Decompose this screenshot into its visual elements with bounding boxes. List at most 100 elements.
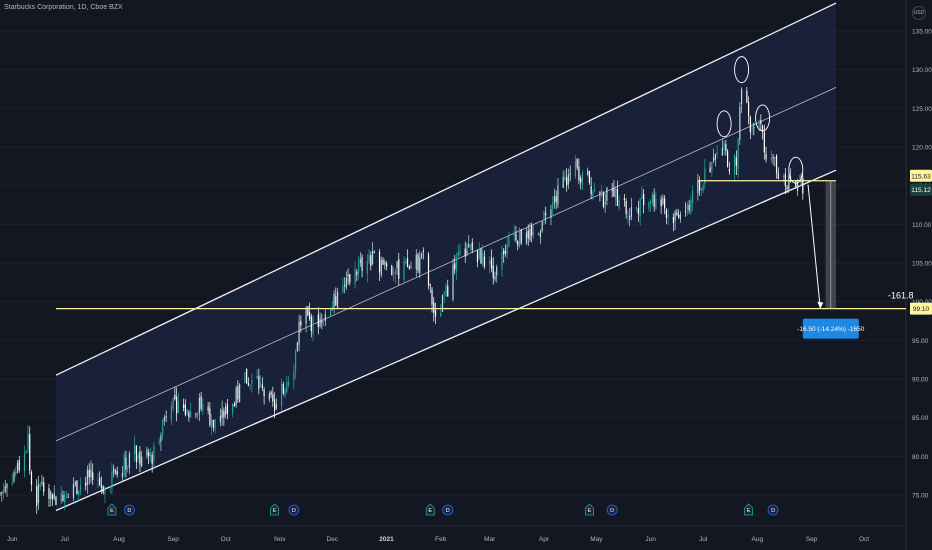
candle — [190, 411, 192, 417]
candle — [725, 144, 727, 151]
x-tick-label: Mar — [484, 536, 496, 543]
price-label-box — [910, 302, 932, 315]
candle — [99, 477, 101, 486]
candle — [641, 194, 643, 199]
candle — [85, 482, 87, 486]
candle — [796, 182, 799, 192]
currency-badge[interactable]: USD — [912, 6, 926, 20]
candle — [699, 181, 701, 191]
candle — [361, 256, 363, 271]
candle — [406, 258, 409, 268]
channel-upper-line — [55, 2, 837, 376]
candle — [15, 471, 17, 475]
candle — [92, 472, 94, 480]
event-label[interactable]: D — [771, 508, 775, 514]
candle — [48, 488, 50, 499]
candle — [774, 157, 776, 159]
highlight-circle — [734, 56, 750, 84]
event-label[interactable]: D — [446, 508, 450, 514]
candle — [520, 229, 522, 244]
earnings-icon — [744, 503, 753, 516]
candle — [378, 251, 381, 273]
candle — [606, 187, 608, 201]
candle — [53, 493, 55, 499]
candle — [639, 198, 641, 217]
candle — [692, 190, 694, 203]
candle — [342, 285, 344, 293]
candle — [65, 496, 68, 498]
y-tick-label: 135.00 — [912, 28, 932, 35]
measure-label[interactable]: -16.50 (-14.24%) -1650 — [797, 326, 865, 333]
candle — [163, 417, 166, 421]
candle — [590, 186, 592, 195]
candle — [111, 471, 113, 489]
candle — [623, 198, 626, 201]
candle — [294, 350, 297, 371]
candle — [714, 154, 716, 160]
candle — [197, 412, 199, 417]
candle — [410, 266, 412, 268]
candle — [260, 383, 262, 386]
dividend-icon — [288, 504, 300, 516]
event-label[interactable]: E — [273, 508, 277, 514]
candle — [6, 483, 8, 489]
candle — [27, 433, 29, 451]
price-label-yellow[interactable]: 115.63 — [911, 173, 931, 180]
candle — [127, 467, 129, 470]
candle — [789, 176, 792, 179]
candle — [357, 262, 360, 274]
candle — [490, 258, 493, 269]
candle — [2, 490, 5, 494]
candle — [74, 483, 76, 484]
candle — [134, 444, 136, 454]
candle — [235, 387, 237, 406]
candle — [272, 394, 274, 402]
candle — [347, 274, 349, 276]
candle — [539, 231, 542, 238]
event-label[interactable]: E — [428, 508, 432, 514]
candle — [454, 263, 456, 270]
event-label[interactable]: E — [588, 508, 592, 514]
event-label[interactable]: E — [747, 508, 751, 514]
candle — [382, 259, 384, 265]
candle — [343, 284, 346, 287]
candle — [650, 201, 652, 204]
candle — [541, 221, 543, 232]
candle — [587, 170, 589, 175]
candle — [62, 495, 64, 502]
candle — [527, 230, 529, 239]
candle — [170, 405, 173, 422]
candle — [733, 154, 736, 175]
price-label-teal[interactable]: 115.12 — [911, 187, 931, 194]
event-label[interactable]: D — [610, 508, 614, 514]
candle — [690, 200, 692, 213]
candle — [394, 271, 396, 275]
candle — [214, 419, 216, 429]
candle — [553, 196, 556, 204]
candle — [552, 202, 554, 210]
x-tick-label: Feb — [435, 536, 447, 543]
earnings-icon — [270, 503, 279, 516]
event-label[interactable]: D — [127, 508, 131, 514]
event-label[interactable]: D — [292, 508, 296, 514]
candle — [667, 214, 669, 218]
candle — [697, 180, 699, 194]
candle — [433, 302, 435, 313]
candle — [371, 250, 374, 265]
x-tick-label: 2021 — [379, 536, 394, 543]
candle — [88, 469, 90, 478]
candle — [398, 259, 400, 279]
candle — [531, 225, 533, 236]
candle — [655, 198, 657, 209]
candle — [319, 318, 321, 327]
candle — [226, 404, 228, 414]
candle — [247, 382, 249, 386]
price-label-yellow[interactable]: 99.10 — [913, 306, 930, 313]
candle — [676, 212, 678, 215]
event-label[interactable]: E — [110, 508, 114, 514]
candle — [496, 266, 498, 276]
candle — [403, 261, 405, 280]
candle — [293, 371, 295, 381]
